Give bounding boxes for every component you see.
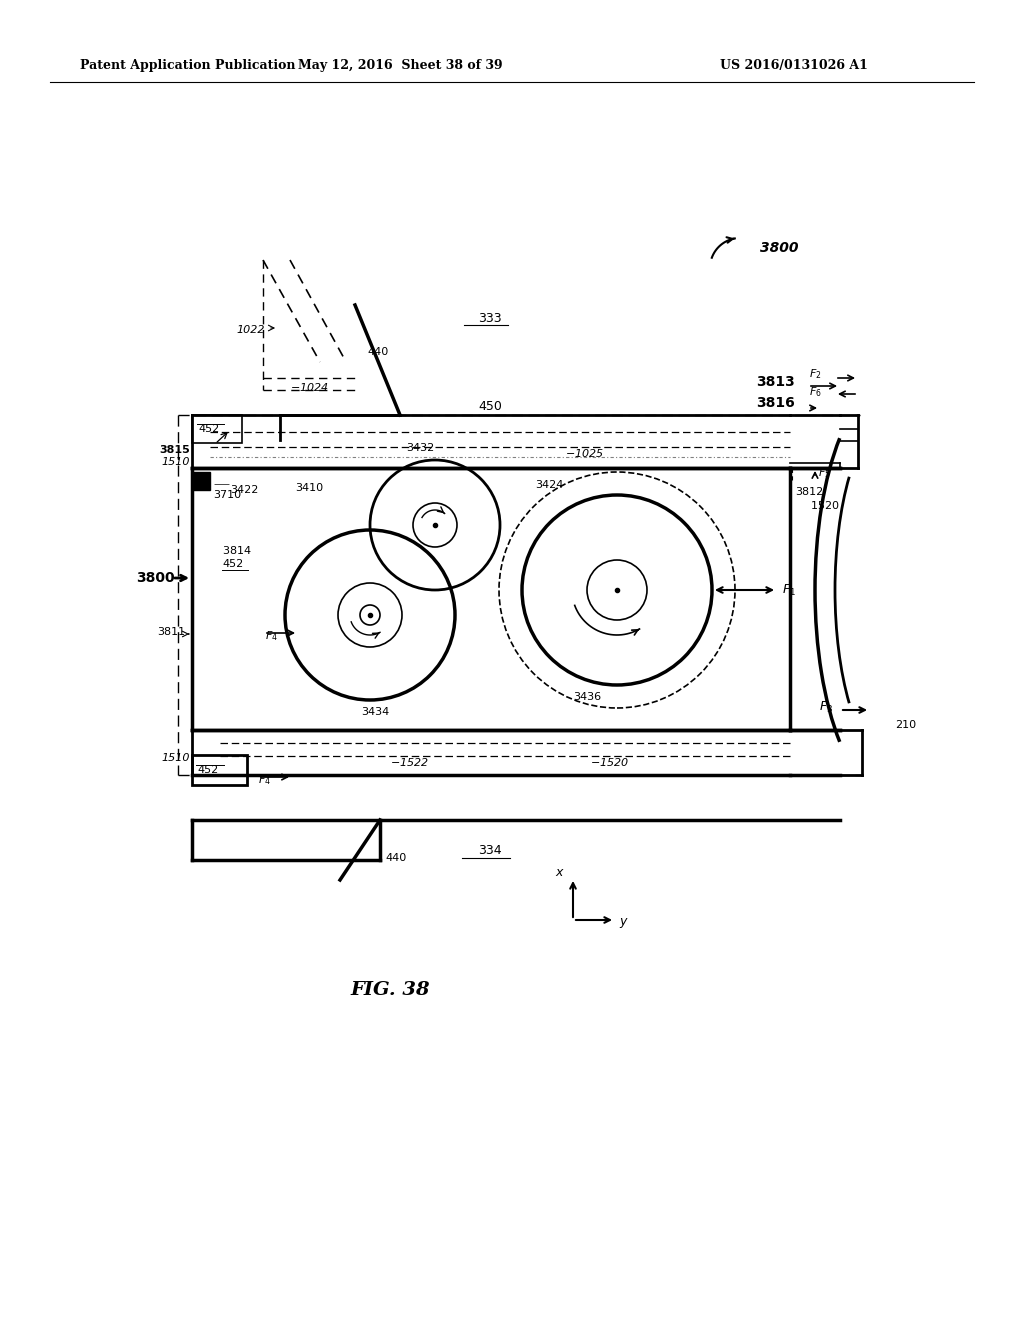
Text: 3800: 3800 <box>760 242 799 255</box>
Text: 440: 440 <box>385 853 407 863</box>
Text: 333: 333 <box>478 312 502 325</box>
Text: $F_4$: $F_4$ <box>265 630 278 643</box>
Text: 452: 452 <box>222 558 244 569</box>
Text: 3424: 3424 <box>535 480 563 490</box>
Bar <box>193 473 210 490</box>
Text: FIG. 38: FIG. 38 <box>350 981 430 999</box>
Text: 1510: 1510 <box>162 457 190 467</box>
Text: 1022: 1022 <box>237 325 265 335</box>
Text: 3813: 3813 <box>757 375 795 389</box>
Text: $F_5$: $F_5$ <box>818 466 830 480</box>
Text: US 2016/0131026 A1: US 2016/0131026 A1 <box>720 58 868 71</box>
Text: 3815: 3815 <box>160 445 190 455</box>
Text: 210: 210 <box>895 719 916 730</box>
Text: 3812: 3812 <box>795 487 823 498</box>
Text: 3710: 3710 <box>213 491 241 500</box>
Text: $F_3$: $F_3$ <box>819 700 833 714</box>
Text: 452: 452 <box>198 424 219 434</box>
Text: 3422: 3422 <box>230 484 258 495</box>
Text: 334: 334 <box>478 843 502 857</box>
Text: 3816: 3816 <box>757 396 795 411</box>
Text: 3436: 3436 <box>573 692 601 702</box>
Text: 452: 452 <box>197 766 218 775</box>
Text: 3432: 3432 <box>406 444 434 453</box>
Text: 3800: 3800 <box>136 572 174 585</box>
Text: 3410: 3410 <box>295 483 324 492</box>
Bar <box>193 414 242 444</box>
Text: May 12, 2016  Sheet 38 of 39: May 12, 2016 Sheet 38 of 39 <box>298 58 503 71</box>
Text: $\mathit{3814}$: $\mathit{3814}$ <box>222 544 252 556</box>
Text: 440: 440 <box>367 347 388 356</box>
Text: $-$1025: $-$1025 <box>565 447 604 459</box>
Text: $-$1520: $-$1520 <box>590 756 629 768</box>
Text: $F_1$: $F_1$ <box>782 582 796 598</box>
Text: Patent Application Publication: Patent Application Publication <box>80 58 296 71</box>
Text: $F_4$: $F_4$ <box>258 774 271 787</box>
Text: y: y <box>618 916 627 928</box>
Text: $F_6$: $F_6$ <box>809 385 822 399</box>
Text: 450: 450 <box>478 400 502 413</box>
Text: $F_2$: $F_2$ <box>809 367 822 381</box>
Text: $-$1522: $-$1522 <box>390 756 429 768</box>
Text: 1510: 1510 <box>162 752 190 763</box>
Text: $\mathit{1520}$: $\mathit{1520}$ <box>810 499 840 511</box>
Text: x: x <box>556 866 563 879</box>
Text: $-$1024: $-$1024 <box>290 381 329 393</box>
Bar <box>193 755 247 785</box>
Text: 3811: 3811 <box>157 627 185 638</box>
Text: 3434: 3434 <box>360 708 389 717</box>
